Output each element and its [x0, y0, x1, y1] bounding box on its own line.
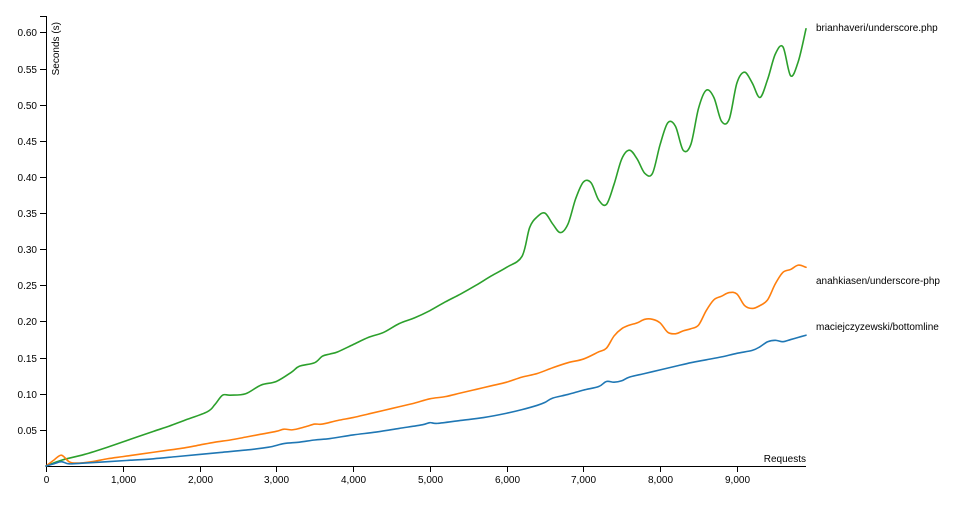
series-label-2: anahkiasen/underscore-php — [816, 276, 940, 287]
x-tick-label: 0 — [44, 475, 50, 486]
y-axis: 0.05 0.10 0.15 0.20 0.25 0.30 0.35 0.40 0.45 0.50… — [18, 16, 47, 466]
series-line-1 — [45, 28, 807, 467]
x-axis: 0 1,000 2,000 3,000 4,000 5,000 6,000 7,000 8,00… — [44, 466, 806, 486]
y-axis-title: Seconds (s) — [51, 22, 62, 75]
series-layer: brianhaveri/underscore.php anahkiasen/und… — [45, 23, 940, 467]
y-tick-label: 0.60 — [18, 28, 38, 39]
y-tick-label: 0.45 — [18, 137, 38, 148]
x-axis-title: Requests — [764, 454, 806, 465]
series-label-3: maciejczyzewski/bottomline — [816, 322, 939, 333]
x-tick-label: 7,000 — [571, 475, 596, 486]
y-tick-label: 0.15 — [18, 354, 38, 365]
x-tick-label: 8,000 — [648, 475, 673, 486]
y-tick-label: 0.30 — [18, 245, 38, 256]
x-tick-label: 1,000 — [111, 475, 136, 486]
x-tick-label: 3,000 — [264, 475, 289, 486]
x-tick-label: 4,000 — [341, 475, 366, 486]
y-tick-label: 0.50 — [18, 101, 38, 112]
series-line-2 — [45, 264, 807, 467]
x-tick-label: 6,000 — [495, 475, 520, 486]
series-label-1: brianhaveri/underscore.php — [816, 23, 938, 34]
x-tick-label: 5,000 — [418, 475, 443, 486]
y-tick-label: 0.10 — [18, 390, 38, 401]
y-tick-label: 0.35 — [18, 209, 38, 220]
y-tick-label: 0.25 — [18, 281, 38, 292]
y-tick-label: 0.20 — [18, 317, 38, 328]
y-tick-label: 0.55 — [18, 65, 38, 76]
x-tick-label: 2,000 — [188, 475, 213, 486]
series-line-3 — [45, 334, 807, 467]
x-tick-label: 9,000 — [725, 475, 750, 486]
y-tick-label: 0.40 — [18, 173, 38, 184]
y-tick-label: 0.05 — [18, 426, 38, 437]
